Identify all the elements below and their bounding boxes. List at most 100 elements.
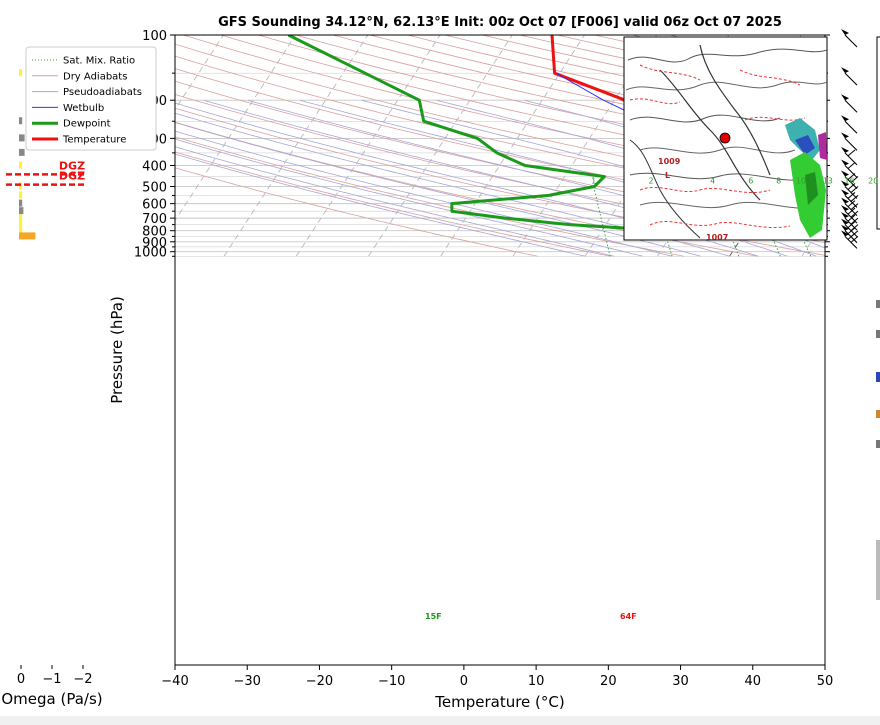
legend-label: Dewpoint (63, 119, 111, 130)
wind-barb-feather (850, 176, 859, 183)
x-tick-label: −20 (306, 674, 333, 689)
y-tick-label: 700 (142, 212, 167, 227)
wind-barb-flag (841, 170, 849, 177)
omega-bar (19, 232, 36, 240)
dry-adiabat-line (175, 151, 611, 257)
right-panel-cutoff-glyphs (876, 300, 880, 600)
wind-barb-staff (844, 120, 858, 134)
wind-barb-feather (847, 173, 856, 180)
wind-barb-feather (847, 233, 856, 240)
omega-axis-label: Omega (Pa/s) (1, 690, 102, 708)
dry-adiabat-line (220, 35, 825, 175)
wind-barb-flag (841, 146, 849, 153)
dry-adiabat-line (175, 167, 538, 257)
wind-barb-feather (847, 221, 856, 229)
inset-map: 1009 L 1007 (623, 36, 828, 242)
x-axis-label: Temperature (°C) (434, 693, 564, 711)
x-tick-label: −40 (161, 674, 188, 689)
wind-barb-feather (847, 183, 856, 190)
wind-barb-flag (841, 212, 849, 219)
omega-bar (19, 214, 23, 222)
wind-barb-feather (850, 210, 859, 218)
omega-bar (19, 191, 23, 199)
mixing-ratio-label: 8 (776, 176, 781, 185)
dry-adiabat-line (258, 35, 825, 165)
series-line-dewpoint (287, 35, 707, 238)
pseudoadiabat-line (175, 122, 701, 257)
isotherm-line (223, 35, 369, 257)
pseudoadiabat-line (175, 102, 759, 257)
omega-tick-label: −2 (73, 672, 92, 687)
wind-barbs-column (841, 29, 859, 249)
wind-barb-flag (841, 230, 849, 237)
mixing-ratio-label: 6 (748, 176, 753, 185)
mixing-ratio-label: 20 (868, 176, 878, 185)
omega-bar (19, 199, 23, 207)
map-bottom-pressure-value: 1007 (706, 233, 728, 242)
surface-dewpoint-label: 15F (425, 612, 442, 621)
isotherm-line (295, 35, 441, 257)
isotherm-line (175, 35, 296, 222)
x-tick-label: 20 (600, 674, 617, 689)
figure-bottom-strip (0, 716, 880, 725)
dry-adiabat-line (175, 94, 825, 243)
x-tick-label: 50 (817, 674, 834, 689)
wind-barb-feather (847, 192, 856, 199)
omega-bar (19, 69, 23, 77)
wind-barb-feather (847, 227, 856, 235)
x-tick-label: −10 (378, 674, 405, 689)
omega-bar (19, 117, 23, 125)
omega-bar (19, 161, 23, 169)
wind-barb-flag (841, 218, 849, 225)
wind-barb-flag (841, 132, 849, 139)
mixing-ratio-label: 16 (844, 176, 854, 185)
wind-barb-feather (847, 207, 856, 215)
isotherm-line (0, 35, 7, 256)
legend-label: Wetbulb (63, 103, 104, 114)
dgz-label: DGZ (59, 159, 85, 172)
mixing-ratio-label: 4 (710, 176, 715, 185)
omega-tick-label: 0 (17, 672, 25, 687)
dgz-label: DGZ (59, 170, 85, 183)
omega-bar (19, 226, 23, 234)
plot-frame (174, 34, 826, 666)
wind-barb-feather (847, 149, 856, 157)
legend-label: Sat. Mix. Ratio (63, 56, 135, 67)
wind-barb-staff (844, 138, 858, 151)
legend-label: Dry Adiabats (63, 71, 127, 82)
dry-adiabat-line (175, 136, 685, 257)
x-tick-label: −30 (234, 674, 261, 689)
isotherm-line (368, 35, 513, 257)
wind-barb-staff (844, 72, 858, 86)
wind-barb-feather (850, 186, 859, 193)
wind-barb-flag (841, 189, 849, 196)
isotherm-line (440, 35, 585, 257)
wind-barb-flag (841, 205, 849, 212)
map-low-letter: L (665, 171, 670, 180)
chart-legend: Sat. Mix. Ratio Dry Adiabats Pseudoadiabat… (25, 46, 157, 151)
mixing-ratio-line (593, 186, 611, 257)
wind-barb-feather (850, 203, 859, 211)
wind-barb-flag (841, 67, 849, 74)
mixing-ratio-label: 13 (823, 176, 833, 185)
wind-barb-flag (841, 115, 849, 122)
x-axis-ticks: −40 −30 −20 −10 0 10 20 30 40 50 (161, 665, 833, 689)
wind-barb-feather (847, 214, 856, 222)
y-tick-label: 800 (142, 225, 167, 240)
chart-title: GFS Sounding 34.12°N, 62.13°E Init: 00z … (218, 15, 782, 30)
y-tick-label: 600 (142, 198, 167, 213)
pseudoadiabat-line (175, 153, 586, 257)
x-tick-label: 40 (745, 674, 762, 689)
wind-barb-flag (841, 159, 849, 166)
right-info-panel-edge (876, 36, 880, 230)
wind-barb-flag (841, 197, 849, 204)
pseudoadiabat-line (175, 112, 730, 257)
pseudoadiabat-line (175, 138, 644, 257)
wind-barb-flag (841, 94, 849, 101)
omega-tick-label: −1 (42, 672, 61, 687)
dry-adiabat-line (175, 107, 825, 256)
wind-barb-flag (841, 224, 849, 231)
y-tick-label: 900 (142, 236, 167, 251)
mixing-ratio-label: 1 (591, 176, 596, 185)
